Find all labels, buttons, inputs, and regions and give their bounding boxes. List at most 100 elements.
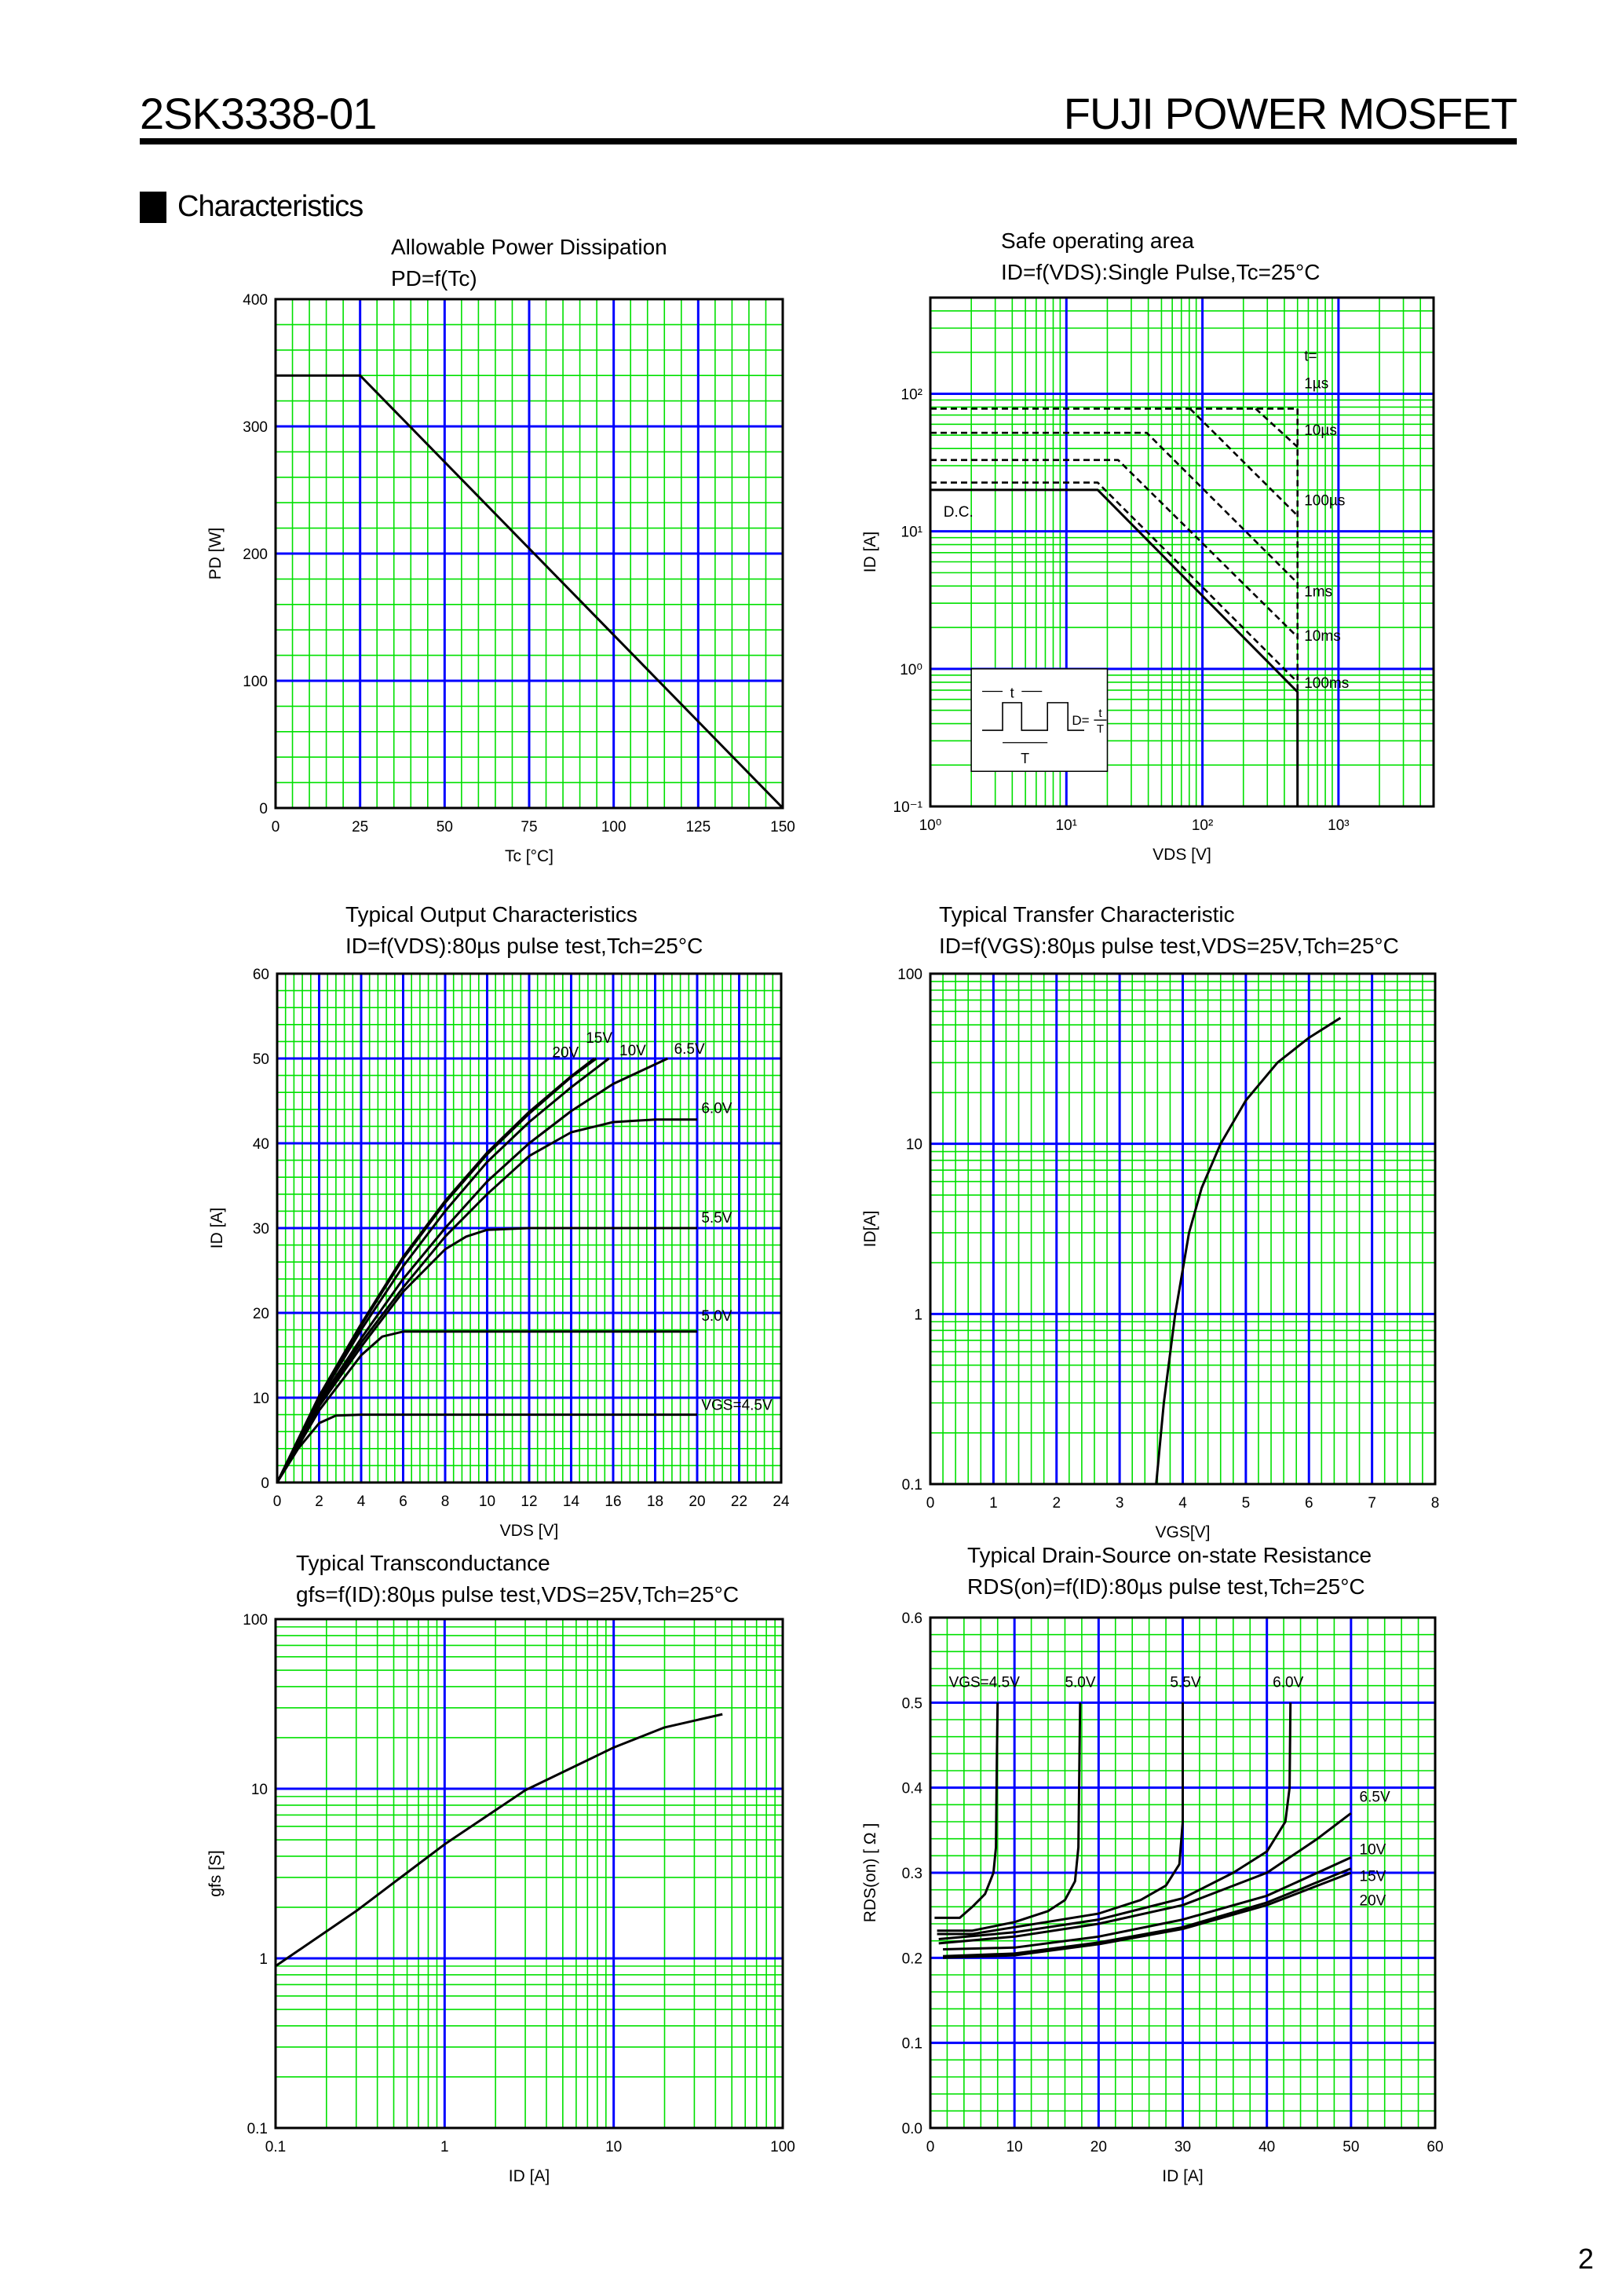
y-tick-label: 10	[906, 1137, 922, 1153]
x-tick-label: 0	[926, 2139, 935, 2155]
series-line-0	[275, 1713, 723, 1968]
curve-label: 10V	[1360, 1842, 1386, 1859]
series-line-3	[1189, 408, 1299, 517]
series-line-4	[938, 1812, 1352, 1945]
y-axis-label: ID [A]	[208, 1208, 226, 1249]
x-tick-label: 8	[1431, 1495, 1440, 1512]
y-tick-label: 10¹	[901, 525, 922, 541]
curve-label: 15V	[1360, 1868, 1386, 1885]
series-line-2	[937, 1702, 1184, 1936]
chart-title: Typical Transfer Characteristic	[939, 902, 1235, 927]
x-tick-label: 125	[685, 819, 711, 835]
y-tick-label: 200	[243, 547, 268, 563]
curve-label: t=	[1304, 349, 1317, 365]
chart-0: 0 25 50 75 100 125 150 0 100 200 300 400 Tc [°C] PD […	[206, 235, 795, 865]
plot-frame	[929, 1616, 1437, 2130]
y-axis-label: PD [W]	[206, 528, 225, 580]
curve-label: 1ms	[1304, 583, 1332, 600]
duty-cycle-inset: tTD= tT	[970, 668, 1109, 773]
series-line-3	[938, 1702, 1292, 1940]
x-tick-label: 25	[352, 819, 368, 835]
series-line-5	[276, 1227, 697, 1483]
page-number: 2	[1578, 2243, 1595, 2275]
x-axis-label: VGS[V]	[1155, 1523, 1210, 1541]
part-number: 2SK3338-01	[140, 89, 377, 138]
x-tick-label: 10¹	[1056, 817, 1077, 834]
series-line-4	[930, 431, 1299, 584]
series-line-5	[943, 1856, 1352, 1951]
curve-label: 5.5V	[701, 1210, 732, 1227]
x-tick-label: 18	[647, 1493, 663, 1510]
plot-frame	[929, 972, 1437, 1486]
chart-title: Safe operating area	[1001, 229, 1194, 253]
x-tick-label: 100	[770, 2139, 795, 2155]
x-tick-label: 4	[1178, 1495, 1187, 1512]
section-heading: Characteristics	[140, 190, 363, 224]
chart-title: Allowable Power Dissipation	[391, 235, 667, 259]
x-tick-label: 10	[605, 2139, 622, 2155]
series-line-7	[276, 1413, 697, 1483]
x-tick-label: 16	[605, 1493, 621, 1510]
chart-subtitle: PD=f(Tc)	[391, 266, 477, 291]
section-title: Characteristics	[177, 190, 363, 223]
x-tick-label: 4	[357, 1493, 366, 1510]
y-tick-label: 0	[261, 1475, 269, 1492]
y-axis-label: ID[A]	[861, 1211, 879, 1248]
curve-label: 20V	[1360, 1893, 1386, 1910]
y-tick-label: 0	[259, 801, 268, 817]
inset-duty-label: D=	[1072, 713, 1089, 728]
curve-label: 10ms	[1304, 628, 1340, 645]
y-tick-label: 10⁰	[900, 662, 922, 678]
chart-subtitle: ID=f(VGS):80µs pulse test,VDS=25V,Tch=25…	[939, 934, 1399, 958]
curve-label: 15V	[586, 1030, 612, 1047]
x-tick-label: 75	[521, 819, 537, 835]
series-line-3	[276, 1057, 669, 1483]
x-tick-label: 0.1	[265, 2139, 286, 2155]
x-tick-label: 0	[272, 819, 280, 835]
y-tick-label: 100	[243, 1612, 268, 1629]
x-tick-label: 24	[773, 1493, 790, 1510]
plot-frame	[929, 296, 1435, 808]
series-line-6	[930, 481, 1299, 683]
y-tick-label: 10	[251, 1782, 268, 1798]
x-tick-label: 10⁰	[919, 817, 942, 834]
series-line-7	[943, 1871, 1352, 1959]
brand-title: FUJI POWER MOSFET	[1063, 89, 1518, 138]
x-tick-label: 7	[1368, 1495, 1376, 1512]
curve-label: 5.5V	[1170, 1674, 1200, 1691]
x-tick-label: 5	[1242, 1495, 1251, 1512]
y-tick-label: 100	[897, 967, 922, 983]
x-tick-label: 40	[1259, 2139, 1275, 2155]
curve-label: 100µs	[1304, 492, 1345, 509]
x-tick-label: 100	[601, 819, 627, 835]
y-tick-label: 0.3	[902, 1866, 922, 1882]
x-tick-label: 6	[1305, 1495, 1313, 1512]
curve-label: 20V	[552, 1044, 579, 1061]
x-tick-label: 60	[1427, 2139, 1443, 2155]
series-line-4	[276, 1118, 697, 1483]
grid	[274, 1618, 784, 2130]
plot-frame	[276, 972, 783, 1484]
curve-label: VGS=4.5V	[949, 1674, 1021, 1691]
grid	[929, 972, 1437, 1486]
curve-label: 10V	[619, 1043, 646, 1059]
y-tick-label: 1	[914, 1307, 922, 1323]
curve-label: 5.0V	[701, 1308, 732, 1325]
x-axis-label: ID [A]	[1162, 2167, 1204, 2185]
chart-3: 0 1 2 3 4 5 6 7 8 0.1 1 10 100 VGS[V] ID[A] Typical Tra…	[861, 902, 1439, 1541]
curve-label: D.C.	[944, 504, 974, 521]
y-tick-label: 0.5	[902, 1695, 922, 1712]
chart-subtitle: RDS(on)=f(ID):80µs pulse test,Tch=25°C	[967, 1574, 1365, 1599]
series-line-0	[1155, 1017, 1342, 1485]
series-line-0	[930, 488, 1299, 806]
chart-title: Typical Drain-Source on-state Resistance	[967, 1543, 1372, 1567]
curve-label: 1µs	[1304, 376, 1328, 393]
x-tick-label: 12	[521, 1493, 537, 1510]
x-tick-label: 50	[1343, 2139, 1359, 2155]
x-tick-label: 2	[1052, 1495, 1061, 1512]
y-tick-label: 10²	[901, 386, 922, 403]
series-line-2	[1255, 408, 1299, 448]
